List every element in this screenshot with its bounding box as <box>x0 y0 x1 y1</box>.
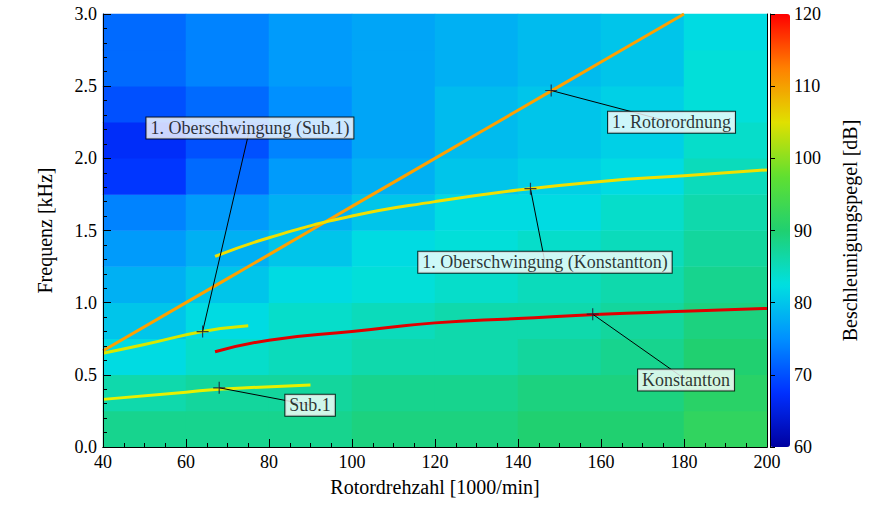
svg-text:1. Oberschwingung (Konstantton: 1. Oberschwingung (Konstantton) <box>422 252 667 273</box>
svg-text:Sub.1: Sub.1 <box>289 395 331 415</box>
svg-text:Rotordrehzahl [1000/min]: Rotordrehzahl [1000/min] <box>330 476 539 498</box>
svg-text:200: 200 <box>754 452 781 472</box>
svg-text:70: 70 <box>794 365 812 385</box>
svg-text:110: 110 <box>794 76 820 96</box>
svg-text:1.0: 1.0 <box>75 293 98 313</box>
svg-text:90: 90 <box>794 221 812 241</box>
svg-text:2.5: 2.5 <box>75 76 98 96</box>
svg-text:60: 60 <box>794 437 812 457</box>
svg-text:0.5: 0.5 <box>75 365 98 385</box>
svg-text:Frequenz [kHz]: Frequenz [kHz] <box>34 167 57 293</box>
svg-text:Beschleunigungspegel [dB]: Beschleunigungspegel [dB] <box>839 120 862 342</box>
svg-text:160: 160 <box>588 452 615 472</box>
svg-text:1.5: 1.5 <box>75 221 98 241</box>
svg-text:180: 180 <box>671 452 698 472</box>
svg-text:2.0: 2.0 <box>75 148 98 168</box>
svg-text:140: 140 <box>505 452 532 472</box>
svg-text:0.0: 0.0 <box>74 437 97 457</box>
svg-text:60: 60 <box>177 452 195 472</box>
svg-text:3.0: 3.0 <box>75 4 98 24</box>
svg-text:1. Rotorordnung: 1. Rotorordnung <box>612 112 731 132</box>
svg-text:100: 100 <box>339 452 366 472</box>
svg-text:40: 40 <box>94 452 112 472</box>
svg-text:100: 100 <box>794 148 821 168</box>
svg-text:1. Oberschwingung (Sub.1): 1. Oberschwingung (Sub.1) <box>150 118 349 139</box>
svg-text:120: 120 <box>794 4 821 24</box>
svg-text:80: 80 <box>794 293 812 313</box>
svg-text:Konstantton: Konstantton <box>642 370 730 390</box>
svg-text:120: 120 <box>422 452 449 472</box>
svg-text:80: 80 <box>260 452 278 472</box>
